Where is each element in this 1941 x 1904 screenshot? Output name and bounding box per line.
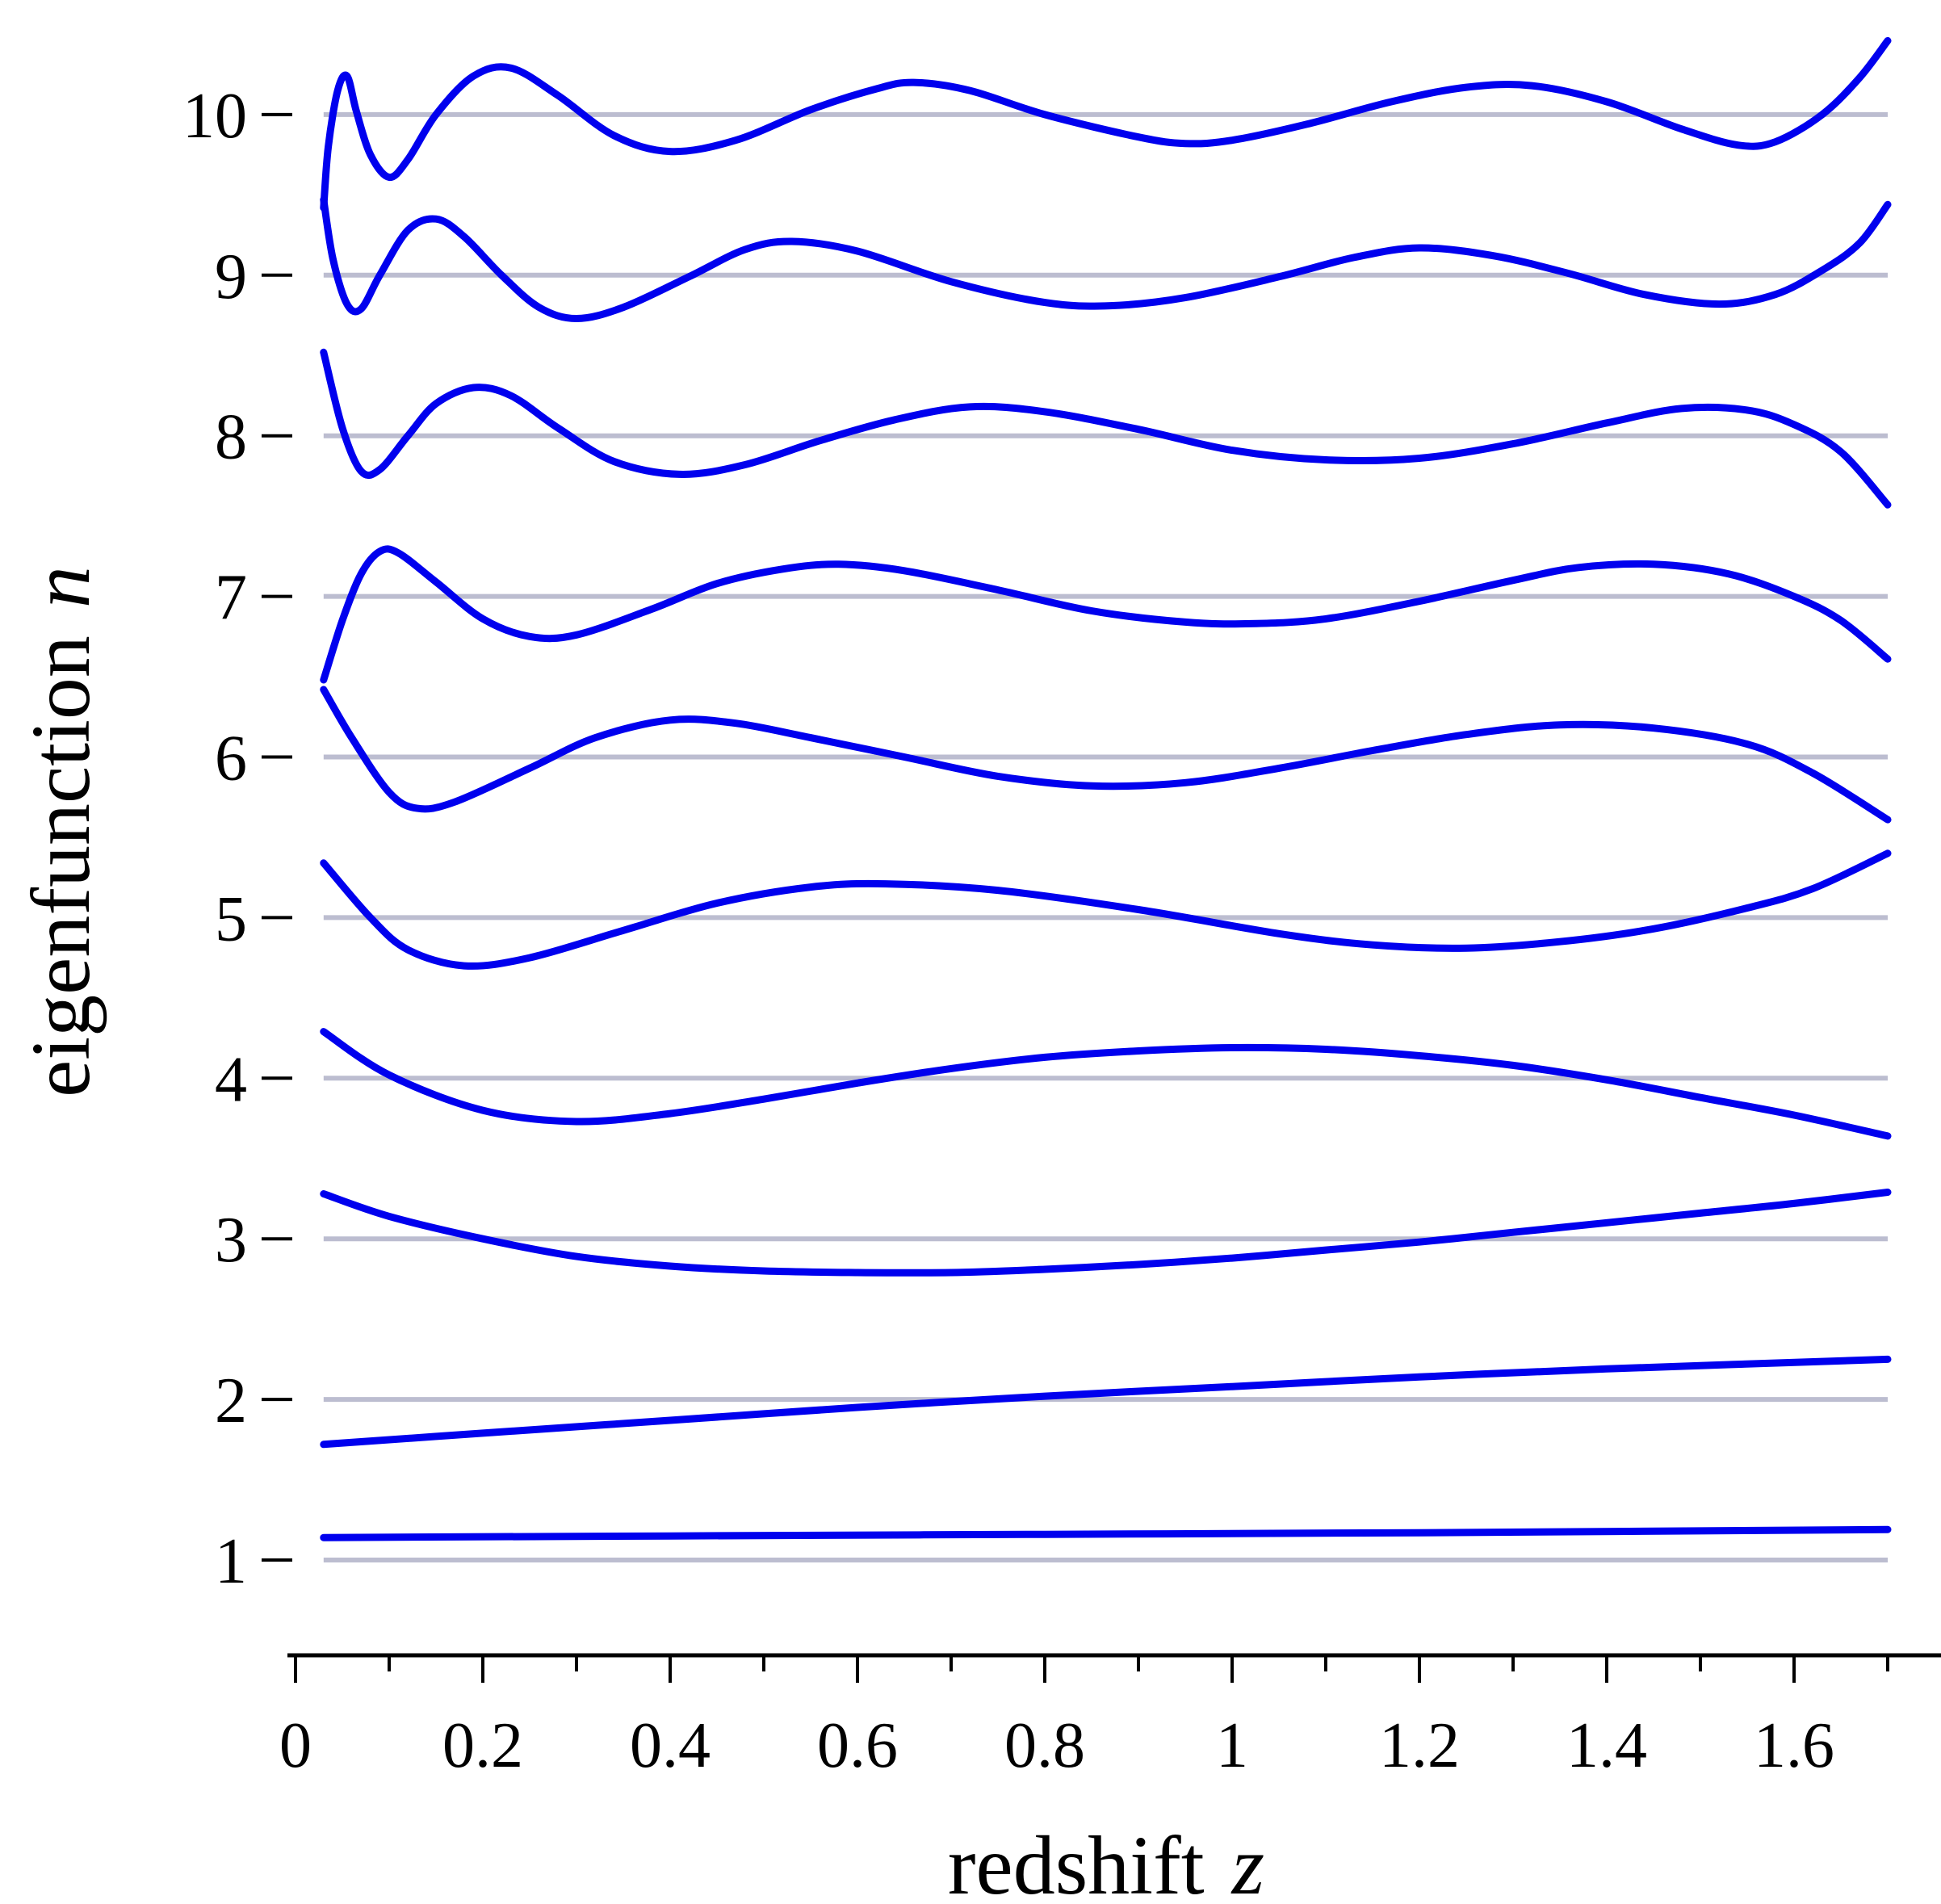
x-axis-variable: z <box>1230 1819 1264 1904</box>
series-line-10 <box>320 36 1892 212</box>
x-tick-label: 0.8 <box>1004 1710 1085 1781</box>
x-tick-label: 0.6 <box>817 1710 898 1781</box>
x-axis: 0 0.2 0.4 0.6 0.8 1 1.2 1.4 1.6 <box>279 1653 1941 1781</box>
series-line-1 <box>320 1525 1892 1541</box>
x-tick-label: 1 <box>1216 1710 1248 1781</box>
x-tick-label: 0.2 <box>442 1710 523 1781</box>
y-axis-title-text: eigenfunction <box>15 635 107 1097</box>
x-axis-title-text: redshift <box>948 1819 1205 1904</box>
y-tick-label: 5 <box>215 883 247 954</box>
y-tick-label: 8 <box>215 402 247 473</box>
y-tick-label: 1 <box>215 1526 247 1597</box>
y-tick-label: 6 <box>215 723 247 795</box>
y-axis-variable: n <box>15 566 107 608</box>
series-line-6 <box>320 686 1892 824</box>
series-line-3 <box>320 1189 1892 1277</box>
series-line-7 <box>320 545 1892 684</box>
y-tick-label: 9 <box>215 241 247 312</box>
y-tick-label: 10 <box>182 81 247 152</box>
data-series <box>320 36 1892 1541</box>
series-line-5 <box>320 849 1892 970</box>
y-axis-title: eigenfunction n <box>15 566 107 1097</box>
x-tick-label: 0.4 <box>630 1710 711 1781</box>
x-tick-label: 1.2 <box>1379 1710 1460 1781</box>
x-tick-label: 1.4 <box>1566 1710 1647 1781</box>
x-axis-title: redshift z <box>948 1819 1264 1904</box>
reference-lines <box>323 111 1888 1562</box>
y-tick-label: 2 <box>215 1365 247 1436</box>
series-line-2 <box>320 1355 1892 1449</box>
y-tick-label: 4 <box>215 1044 247 1115</box>
x-tick-label: 0 <box>279 1710 312 1781</box>
y-tick-label: 7 <box>215 563 247 634</box>
x-tick-label: 1.6 <box>1754 1710 1834 1781</box>
series-line-8 <box>320 348 1892 509</box>
y-tick-label: 3 <box>215 1205 247 1276</box>
series-line-4 <box>320 1028 1892 1140</box>
y-axis: 1 2 3 4 5 6 7 8 9 10 <box>182 81 292 1597</box>
series-line-9 <box>320 195 1892 322</box>
